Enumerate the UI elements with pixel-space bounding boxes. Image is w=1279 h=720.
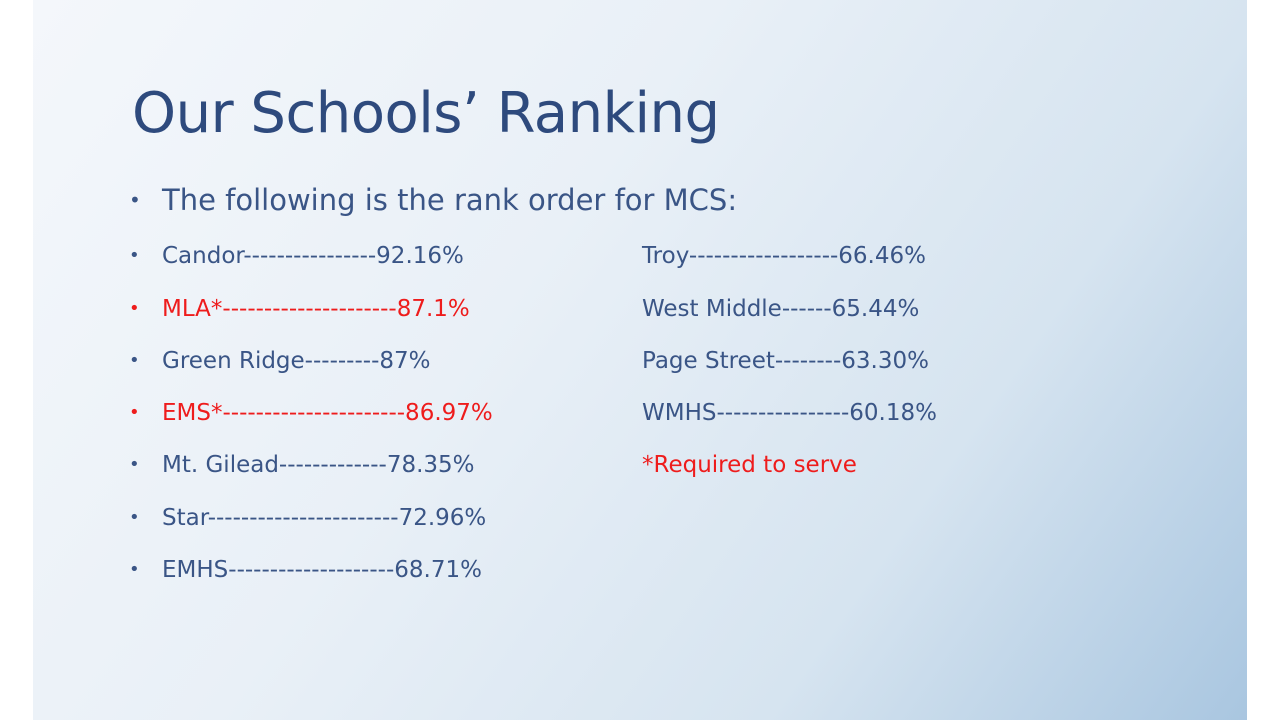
slide-title: Our Schools’ Ranking [132, 81, 720, 146]
bullet-icon: • [129, 559, 140, 580]
school-rank-left: EMHS--------------------68.71% [162, 557, 482, 583]
slide: Our Schools’ Ranking • The following is … [33, 0, 1247, 720]
school-rank-right: West Middle------65.44% [642, 296, 920, 322]
school-rank-right: Page Street--------63.30% [642, 348, 929, 374]
bullet-icon: • [129, 188, 141, 212]
bullet-icon: • [129, 245, 140, 266]
school-rank-right: WMHS----------------60.18% [642, 400, 937, 426]
required-note: *Required to serve [642, 452, 857, 478]
school-rank-left: Candor----------------92.16% [162, 243, 464, 269]
bullet-icon: • [129, 298, 140, 319]
school-rank-right: Troy------------------66.46% [642, 243, 926, 269]
bullet-icon: • [129, 454, 140, 475]
bullet-icon: • [129, 507, 140, 528]
intro-text: The following is the rank order for MCS: [162, 183, 738, 217]
school-rank-left: Mt. Gilead-------------78.35% [162, 452, 475, 478]
school-rank-left: Star-----------------------72.96% [162, 505, 487, 531]
school-rank-left: MLA*---------------------87.1% [162, 296, 470, 322]
bullet-icon: • [129, 350, 140, 371]
school-rank-left: EMS*----------------------86.97% [162, 400, 493, 426]
school-rank-left: Green Ridge---------87% [162, 348, 431, 374]
bullet-icon: • [129, 402, 140, 423]
